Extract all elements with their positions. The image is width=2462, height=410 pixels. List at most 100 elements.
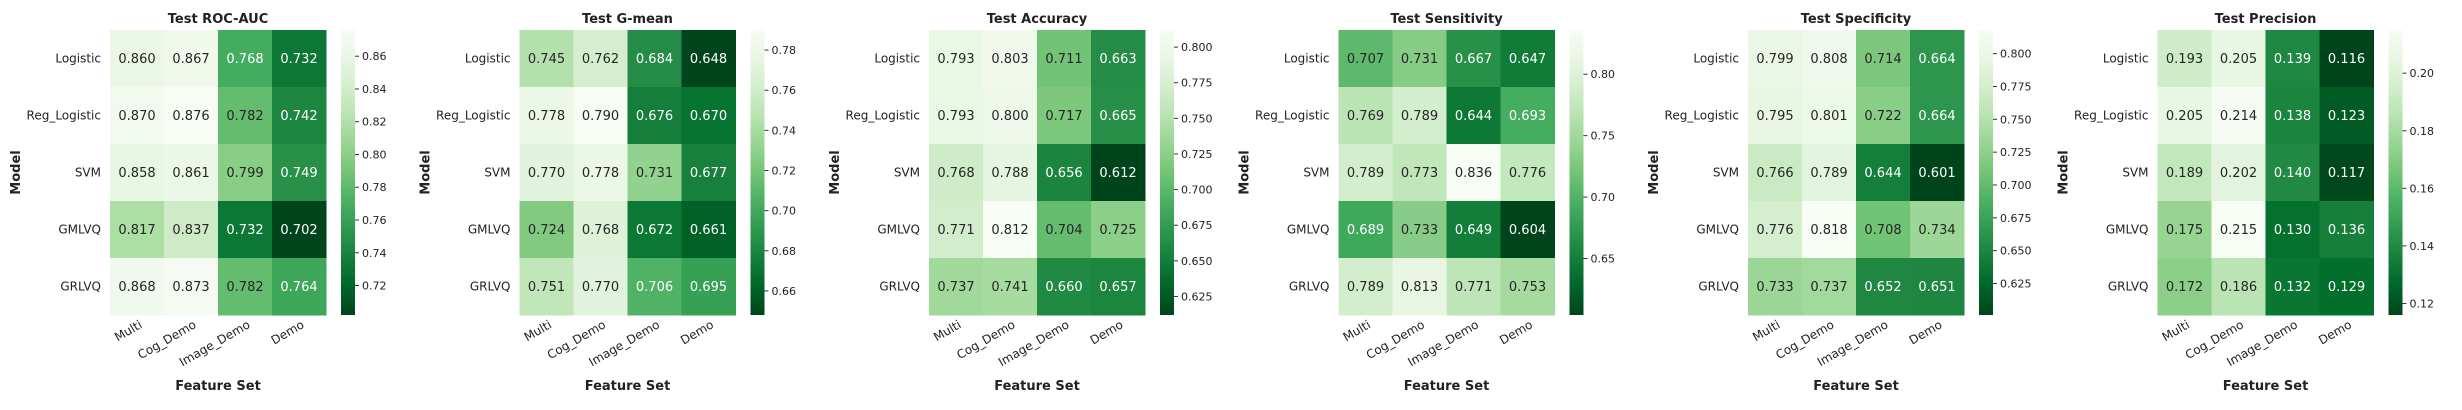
- cell-value-label: 0.722: [1864, 109, 1901, 124]
- heatmap-cell: [681, 258, 736, 316]
- cell-value-label: 0.661: [690, 223, 727, 238]
- heatmap-cell: [627, 258, 682, 316]
- cell-value-label: 0.742: [280, 109, 317, 124]
- heatmap-cell: [2265, 201, 2320, 259]
- heatmap-cell: [2157, 201, 2212, 259]
- heatmap-cell: [2319, 30, 2374, 88]
- cell-value-label: 0.808: [1810, 52, 1847, 67]
- y-tick-label: GRLVQ: [60, 280, 101, 294]
- cell-value-label: 0.768: [582, 223, 619, 238]
- heatmap-cell: [2211, 87, 2266, 145]
- colorbar-tick-label: 0.82: [362, 116, 387, 129]
- y-tick-label: GRLVQ: [879, 280, 920, 294]
- heatmap-cell: [218, 201, 273, 259]
- panel-test-specificity: Test Specificity 0.799 0.808 0.714 0.664 0.79…: [1647, 12, 2032, 394]
- cell-value-label: 0.644: [1864, 166, 1901, 181]
- heatmap-cell: [110, 201, 165, 259]
- cell-value-label: 0.702: [280, 223, 317, 238]
- panel-test-accuracy: Test Accuracy 0.793 0.803 0.711 0.663 0.793 0.…: [828, 12, 1213, 394]
- colorbar-tick-label: 0.725: [2000, 146, 2032, 159]
- heatmap-cell: [1037, 201, 1092, 259]
- cell-value-label: 0.604: [1509, 223, 1546, 238]
- colorbar-tick-label: 0.65: [1591, 252, 1616, 265]
- heatmap-cell: [164, 144, 219, 202]
- heatmap-cell: [519, 258, 574, 316]
- colorbar-tick-label: 0.800: [1181, 41, 1213, 54]
- heatmap-cell: [681, 30, 736, 88]
- colorbar-tick-label: 0.80: [1591, 68, 1616, 81]
- y-tick-label: Logistic: [874, 52, 920, 66]
- cell-value-label: 0.788: [991, 166, 1028, 181]
- cell-value-label: 0.672: [636, 223, 673, 238]
- heatmap-cell: [681, 87, 736, 145]
- cell-value-label: 0.734: [1918, 223, 1955, 238]
- heatmap-cell: [1500, 144, 1555, 202]
- colorbar-tick-label: 0.625: [1181, 290, 1213, 303]
- colorbar-tick-label: 0.750: [1181, 112, 1213, 125]
- cell-value-label: 0.812: [991, 223, 1028, 238]
- colorbar-tick-label: 0.66: [772, 285, 797, 298]
- y-tick-label: SVM: [75, 166, 101, 180]
- cell-value-label: 0.665: [1099, 109, 1136, 124]
- heatmap-cell: [1037, 30, 1092, 88]
- y-tick-label: SVM: [484, 166, 510, 180]
- cell-value-label: 0.867: [172, 52, 209, 67]
- heatmap-cell: [2211, 201, 2266, 259]
- heatmap-cell: [1748, 30, 1803, 88]
- chart-title: Test G-mean: [582, 12, 673, 27]
- heatmap-cell: [1856, 87, 1911, 145]
- colorbar-tick-label: 0.675: [2000, 212, 2032, 225]
- heatmap-cell: [272, 201, 327, 259]
- cell-value-label: 0.139: [2274, 52, 2311, 67]
- cell-value-label: 0.837: [172, 223, 209, 238]
- panel-test-roc-auc: Test ROC-AUC 0.860 0.867 0.768 0.732 0.870 0.8…: [9, 12, 387, 394]
- cell-value-label: 0.205: [2220, 52, 2257, 67]
- heatmap-cell: [681, 144, 736, 202]
- cell-value-label: 0.732: [226, 223, 263, 238]
- heatmap-cell: [1338, 30, 1393, 88]
- colorbar-tick-label: 0.12: [2410, 297, 2435, 310]
- cell-value-label: 0.818: [1810, 223, 1847, 238]
- cell-value-label: 0.695: [690, 280, 727, 295]
- cell-value-label: 0.123: [2328, 109, 2365, 124]
- cell-value-label: 0.714: [1864, 52, 1901, 67]
- cell-value-label: 0.214: [2220, 109, 2257, 124]
- heatmap-cell: [1446, 144, 1501, 202]
- colorbar-tick-label: 0.78: [772, 44, 797, 57]
- colorbar: [2388, 30, 2403, 315]
- x-tick-label: Demo: [2316, 317, 2354, 347]
- y-tick-label: GMLVQ: [877, 223, 920, 237]
- heatmap-cell: [1500, 87, 1555, 145]
- heatmap-cell: [1338, 144, 1393, 202]
- cell-value-label: 0.725: [1099, 223, 1136, 238]
- y-axis-label: Model: [828, 150, 843, 194]
- cell-value-label: 0.766: [1756, 166, 1793, 181]
- cell-value-label: 0.708: [1864, 223, 1901, 238]
- colorbar-tick-label: 0.76: [772, 84, 797, 97]
- cell-value-label: 0.776: [1509, 166, 1546, 181]
- cell-value-label: 0.116: [2328, 52, 2365, 67]
- cell-value-label: 0.704: [1045, 223, 1082, 238]
- heatmap-cell: [573, 258, 628, 316]
- x-axis-label: Feature Set: [175, 379, 261, 394]
- heatmap-cell: [1037, 258, 1092, 316]
- colorbar-tick-label: 0.700: [2000, 179, 2032, 192]
- heatmap-cell: [929, 201, 984, 259]
- heatmap-cell: [1338, 87, 1393, 145]
- colorbar-tick-label: 0.750: [2000, 113, 2032, 126]
- colorbar-tick-label: 0.650: [1181, 255, 1213, 268]
- heatmap-cell: [983, 258, 1038, 316]
- y-tick-label: Logistic: [1284, 52, 1330, 66]
- heatmap-cell: [929, 258, 984, 316]
- heatmap-cell: [681, 201, 736, 259]
- cell-value-label: 0.769: [1347, 109, 1384, 124]
- cell-value-label: 0.733: [1401, 223, 1438, 238]
- cell-value-label: 0.117: [2328, 166, 2365, 181]
- heatmap-cell: [218, 144, 273, 202]
- colorbar-tick-label: 0.72: [772, 164, 797, 177]
- heatmap-cell: [573, 144, 628, 202]
- cell-value-label: 0.876: [172, 109, 209, 124]
- colorbar-tick-label: 0.675: [1181, 219, 1213, 232]
- cell-value-label: 0.817: [118, 223, 155, 238]
- colorbar: [1569, 30, 1584, 315]
